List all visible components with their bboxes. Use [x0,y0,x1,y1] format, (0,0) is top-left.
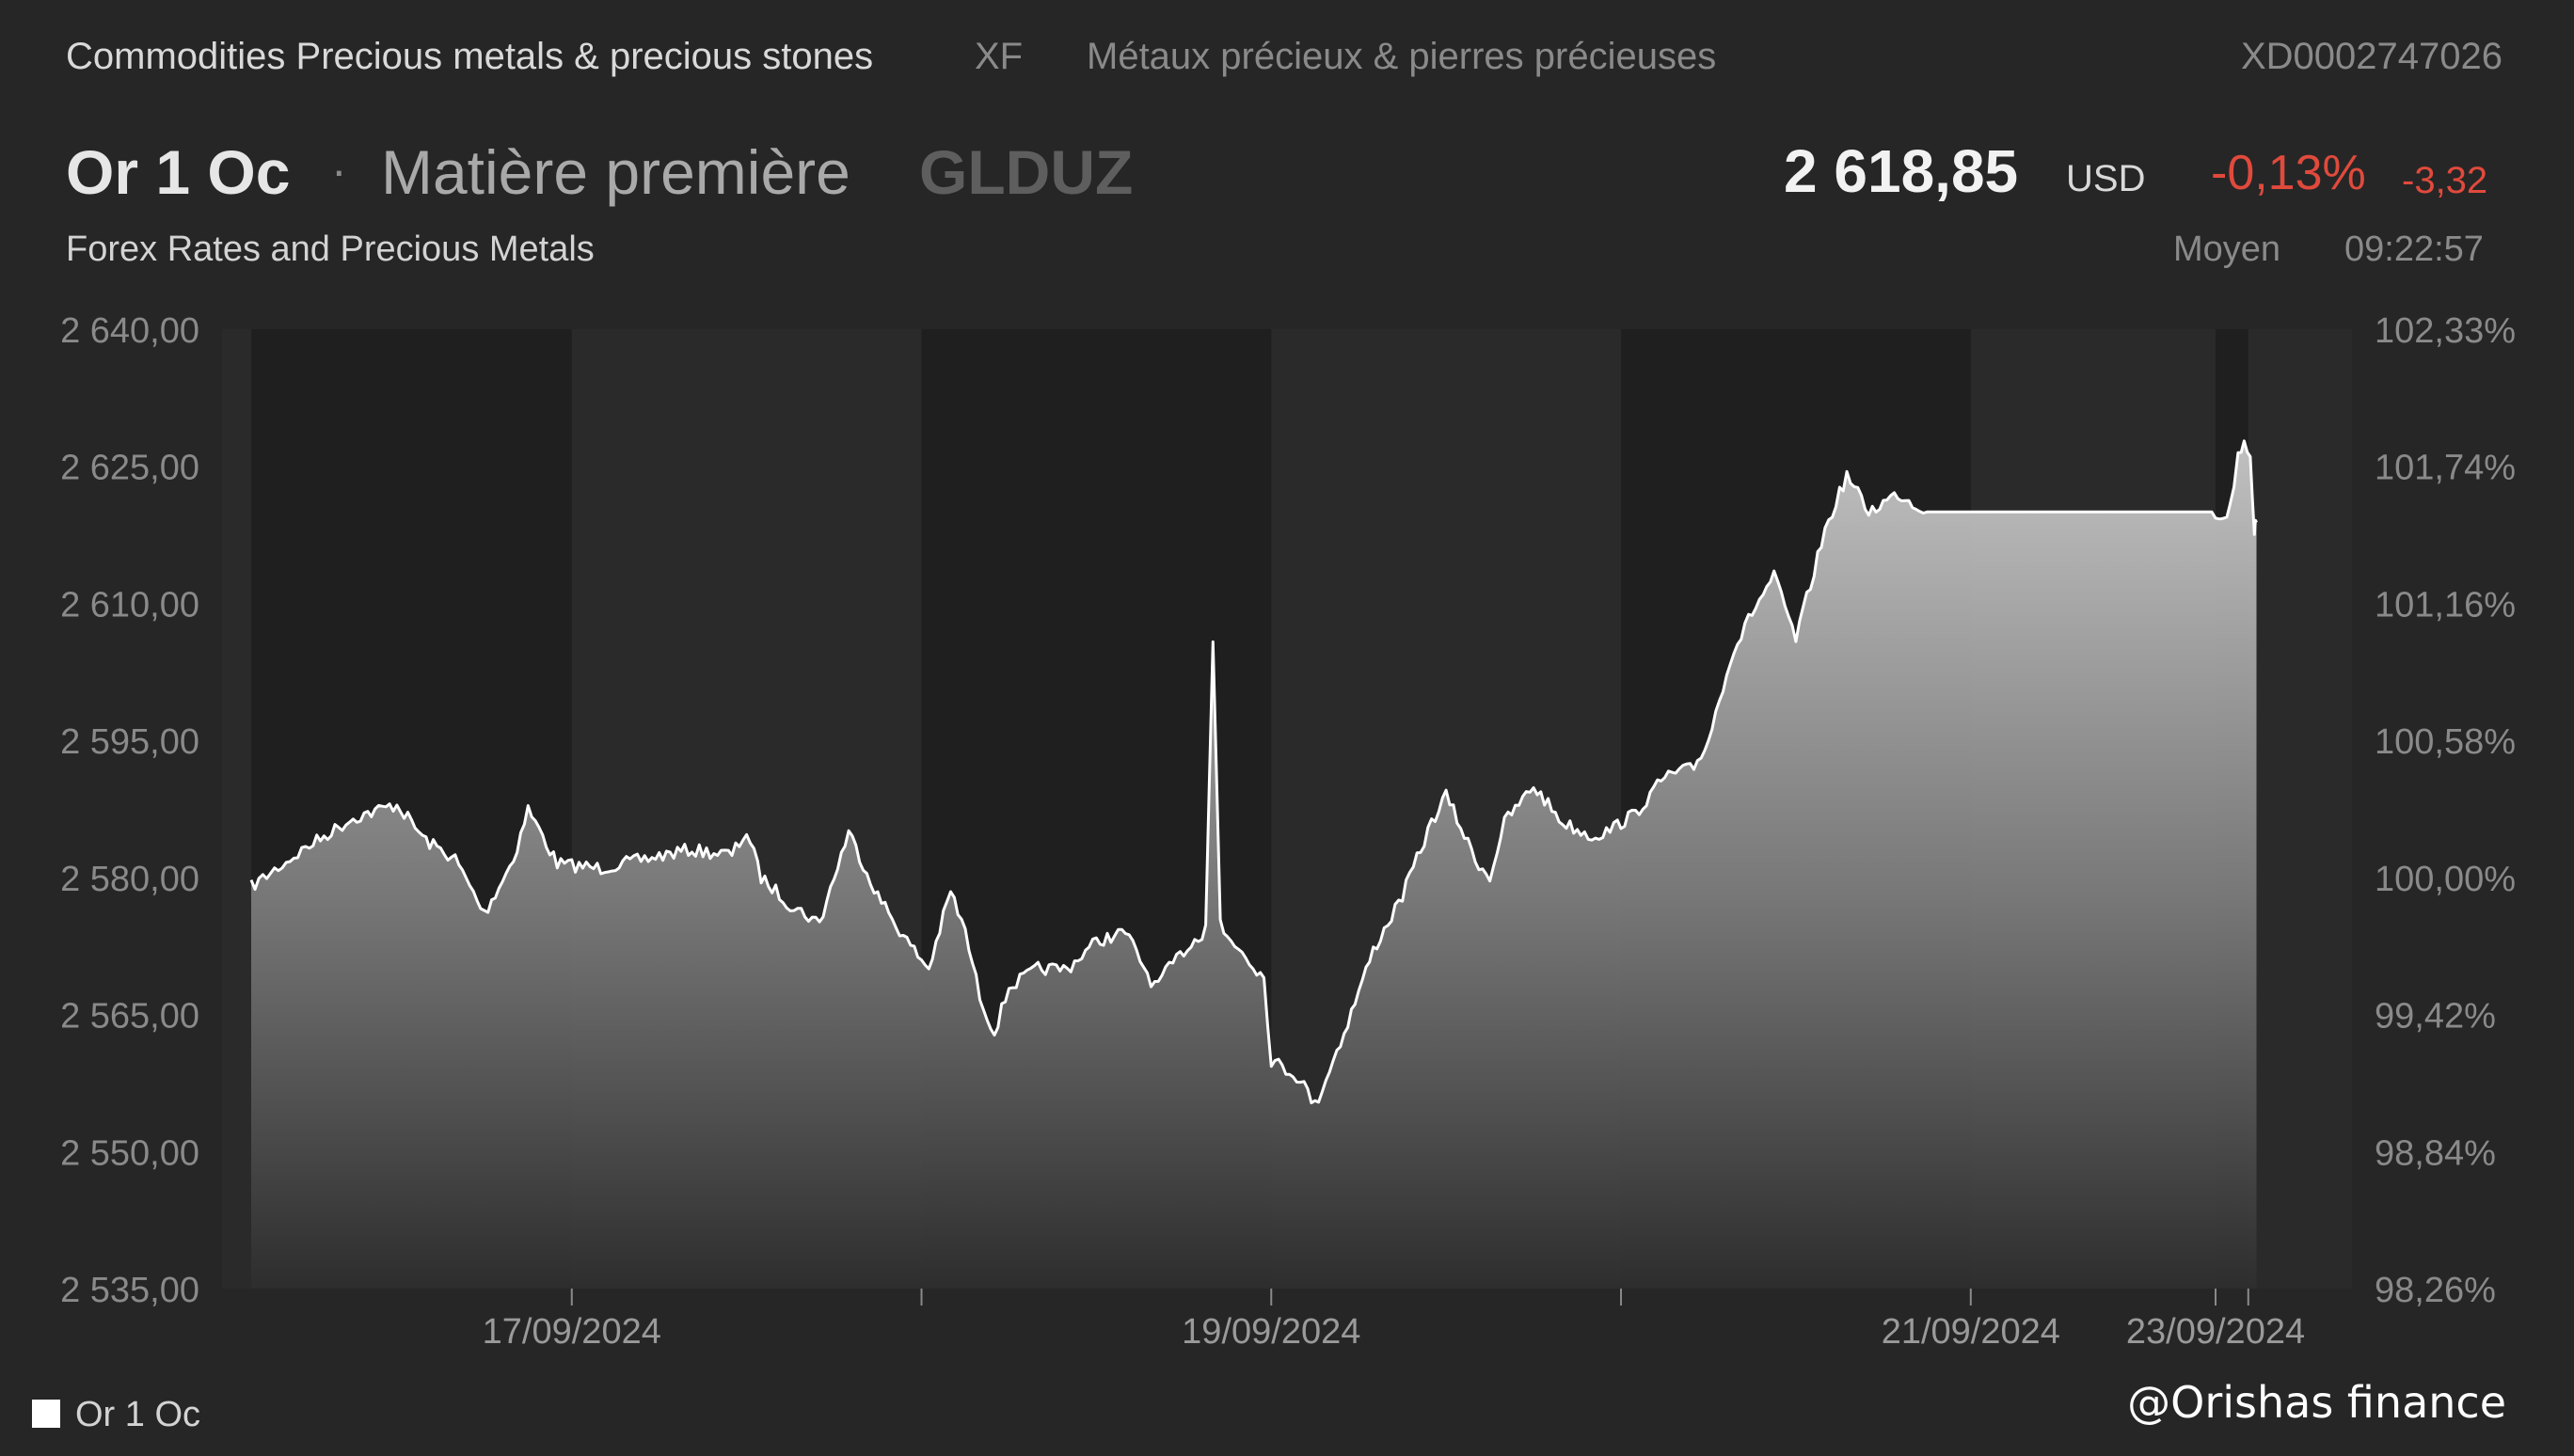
y-axis-right: 102,33% 101,74% 101,16% 100,58% 100,00% 99,42… [2375,311,2516,1310]
y-tick-label: 2 550,00 [60,1133,199,1173]
y-tick-label: 2 595,00 [60,722,199,762]
ticker-symbol: GLDUZ [919,137,1134,207]
category-label: Commodities Precious metals & precious s… [66,36,874,77]
y-axis-left: 2 640,00 2 625,00 2 610,00 2 595,00 2 580,00… [60,311,199,1310]
y-tick-label: 2 610,00 [60,585,199,625]
change-percent: -0,13% [2211,146,2366,200]
legend-label[interactable]: Or 1 Oc [75,1395,201,1434]
price-area-layer [251,440,2257,1289]
y2-tick-label: 101,16% [2375,585,2516,625]
watermark: @Orishas finance [2127,1377,2506,1428]
y2-tick-label: 101,74% [2375,449,2516,488]
price-line [249,439,2258,1105]
instrument-type: Matière première [381,137,850,207]
x-axis: 17/09/2024 19/09/2024 21/09/2024 23/09/2024 [483,1289,2305,1352]
y-tick-label: 2 580,00 [60,860,199,899]
y2-tick-label: 100,58% [2375,722,2516,762]
quote-time: 09:22:57 [2344,229,2484,269]
y-tick-label: 2 565,00 [60,997,199,1037]
last-price: 2 618,85 [1784,137,2019,205]
x-tick-label: 19/09/2024 [1182,1312,1360,1352]
instrument-name: Or 1 Oc [66,137,291,207]
price-area [251,440,2257,1289]
legend-swatch [32,1400,60,1428]
y-tick-label: 2 640,00 [60,311,199,351]
category-label-fr: Métaux précieux & pierres précieuses [1087,36,1717,77]
title-separator: · [331,144,347,197]
currency-label: USD [2066,158,2146,199]
y2-tick-label: 98,26% [2375,1271,2496,1310]
price-line-layer [249,439,2258,1105]
y2-tick-label: 102,33% [2375,311,2516,351]
x-tick-label: 23/09/2024 [2126,1312,2305,1352]
isin-code: XD0002747026 [2240,36,2502,77]
x-tick-label: 17/09/2024 [483,1312,661,1352]
change-absolute: -3,32 [2402,160,2488,201]
y2-tick-label: 98,84% [2375,1133,2496,1173]
y-tick-label: 2 535,00 [60,1271,199,1310]
y2-tick-label: 99,42% [2375,997,2496,1037]
instrument-subtitle: Forex Rates and Precious Metals [66,229,595,269]
y-tick-label: 2 625,00 [60,449,199,488]
y2-tick-label: 100,00% [2375,860,2516,899]
price-type-label: Moyen [2173,229,2281,269]
exchange-code: XF [975,36,1024,77]
x-tick-label: 21/09/2024 [1882,1312,2060,1352]
